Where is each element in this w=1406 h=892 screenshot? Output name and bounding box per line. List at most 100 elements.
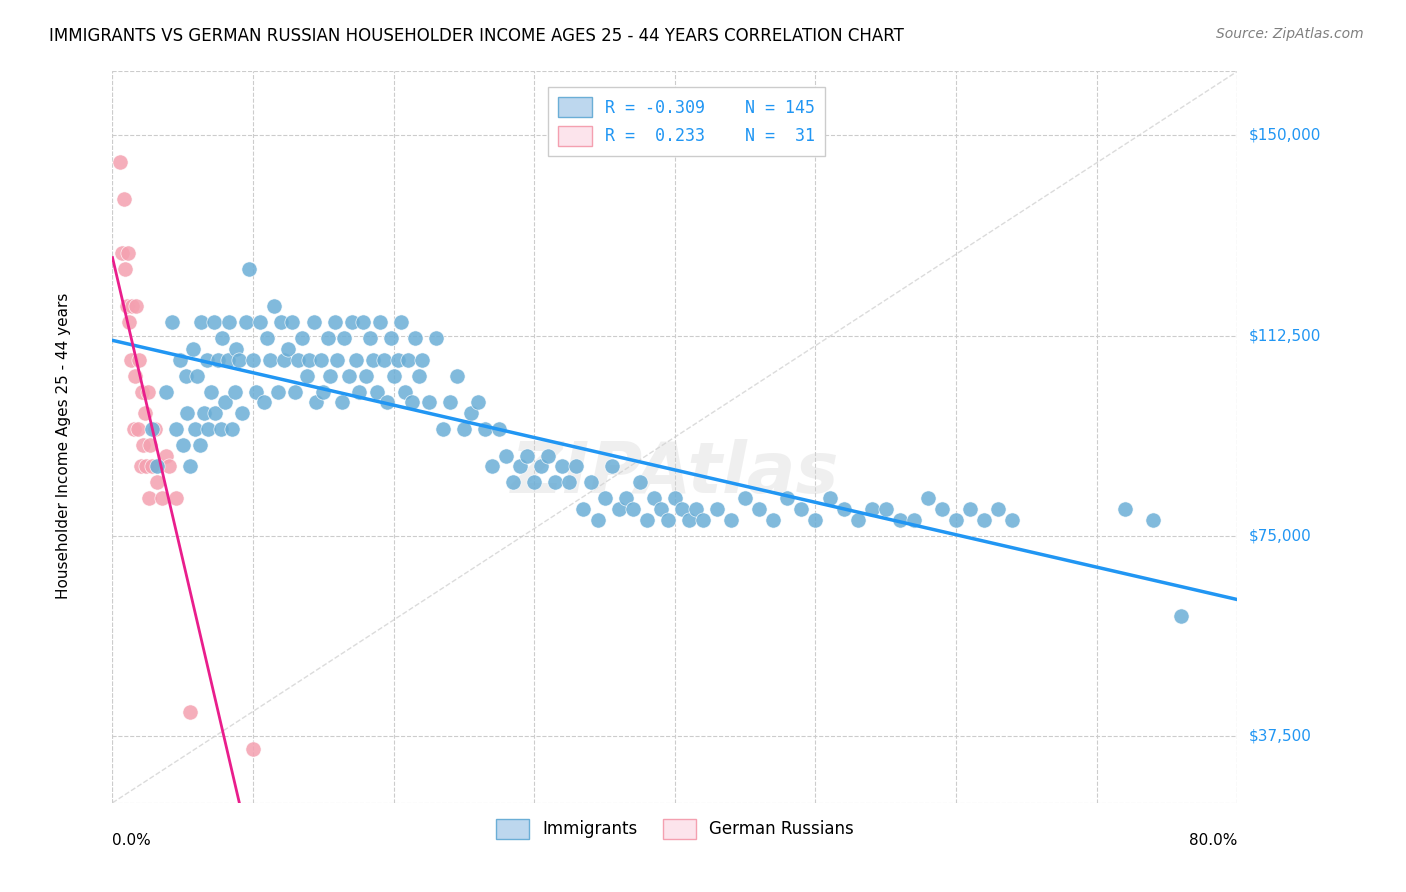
Point xyxy=(128,352,150,367)
Point xyxy=(200,384,222,399)
Point xyxy=(176,406,198,420)
Point xyxy=(404,331,426,345)
Point xyxy=(959,502,981,516)
Point xyxy=(432,422,454,436)
Text: $150,000: $150,000 xyxy=(1249,128,1320,143)
Point xyxy=(281,315,304,329)
Point xyxy=(474,422,496,436)
Point xyxy=(188,438,211,452)
Point xyxy=(221,422,243,436)
Point xyxy=(502,475,524,490)
Point xyxy=(127,422,149,436)
Point xyxy=(207,352,229,367)
Point xyxy=(337,368,360,383)
Point xyxy=(122,422,145,436)
Point xyxy=(195,352,218,367)
Point xyxy=(664,491,686,506)
Point xyxy=(593,491,616,506)
Point xyxy=(326,352,349,367)
Point xyxy=(115,299,138,313)
Text: $75,000: $75,000 xyxy=(1249,528,1312,543)
Point xyxy=(614,491,637,506)
Point xyxy=(235,315,257,329)
Point xyxy=(134,406,156,420)
Point xyxy=(231,406,253,420)
Point xyxy=(124,368,146,383)
Point xyxy=(748,502,770,516)
Point xyxy=(305,395,328,409)
Point xyxy=(202,315,225,329)
Point xyxy=(298,352,321,367)
Point xyxy=(530,459,553,474)
Point xyxy=(352,315,374,329)
Point xyxy=(118,315,141,329)
Point xyxy=(249,315,271,329)
Point xyxy=(636,513,658,527)
Point xyxy=(132,438,155,452)
Point xyxy=(394,384,416,399)
Point xyxy=(204,406,226,420)
Point xyxy=(460,406,482,420)
Point xyxy=(361,352,384,367)
Point xyxy=(131,384,153,399)
Point xyxy=(600,459,623,474)
Point xyxy=(1001,513,1024,527)
Point xyxy=(678,513,700,527)
Point xyxy=(650,502,672,516)
Point xyxy=(146,475,169,490)
Point xyxy=(135,459,157,474)
Point xyxy=(211,331,233,345)
Point xyxy=(860,502,883,516)
Point xyxy=(284,384,307,399)
Point xyxy=(224,384,246,399)
Point xyxy=(263,299,285,313)
Point xyxy=(488,422,510,436)
Point xyxy=(917,491,939,506)
Point xyxy=(111,246,134,260)
Point xyxy=(217,352,239,367)
Point xyxy=(120,352,142,367)
Point xyxy=(323,315,346,329)
Point xyxy=(818,491,841,506)
Point xyxy=(179,459,201,474)
Point xyxy=(446,368,468,383)
Point xyxy=(368,315,391,329)
Point xyxy=(155,449,177,463)
Point xyxy=(832,502,855,516)
Point xyxy=(181,342,204,356)
Legend: Immigrants, German Russians: Immigrants, German Russians xyxy=(489,812,860,846)
Point xyxy=(150,491,173,506)
Point xyxy=(228,352,250,367)
Point xyxy=(875,502,897,516)
Point xyxy=(790,502,813,516)
Point xyxy=(396,352,419,367)
Point xyxy=(579,475,602,490)
Point xyxy=(481,459,503,474)
Point xyxy=(184,422,207,436)
Point xyxy=(411,352,433,367)
Point xyxy=(160,315,183,329)
Point xyxy=(903,513,925,527)
Point xyxy=(242,742,264,756)
Point xyxy=(125,299,148,313)
Point xyxy=(277,342,299,356)
Point xyxy=(291,331,314,345)
Point xyxy=(692,513,714,527)
Point xyxy=(117,246,139,260)
Point xyxy=(112,193,135,207)
Point xyxy=(138,491,160,506)
Point xyxy=(509,459,531,474)
Text: $37,500: $37,500 xyxy=(1249,729,1312,744)
Point xyxy=(186,368,208,383)
Point xyxy=(846,513,869,527)
Point xyxy=(776,491,799,506)
Point xyxy=(1170,609,1192,624)
Point xyxy=(121,299,143,313)
Point xyxy=(256,331,278,345)
Text: Source: ZipAtlas.com: Source: ZipAtlas.com xyxy=(1216,27,1364,41)
Point xyxy=(129,459,152,474)
Text: $112,500: $112,500 xyxy=(1249,328,1320,343)
Text: 0.0%: 0.0% xyxy=(112,833,152,848)
Point xyxy=(439,395,461,409)
Point xyxy=(671,502,693,516)
